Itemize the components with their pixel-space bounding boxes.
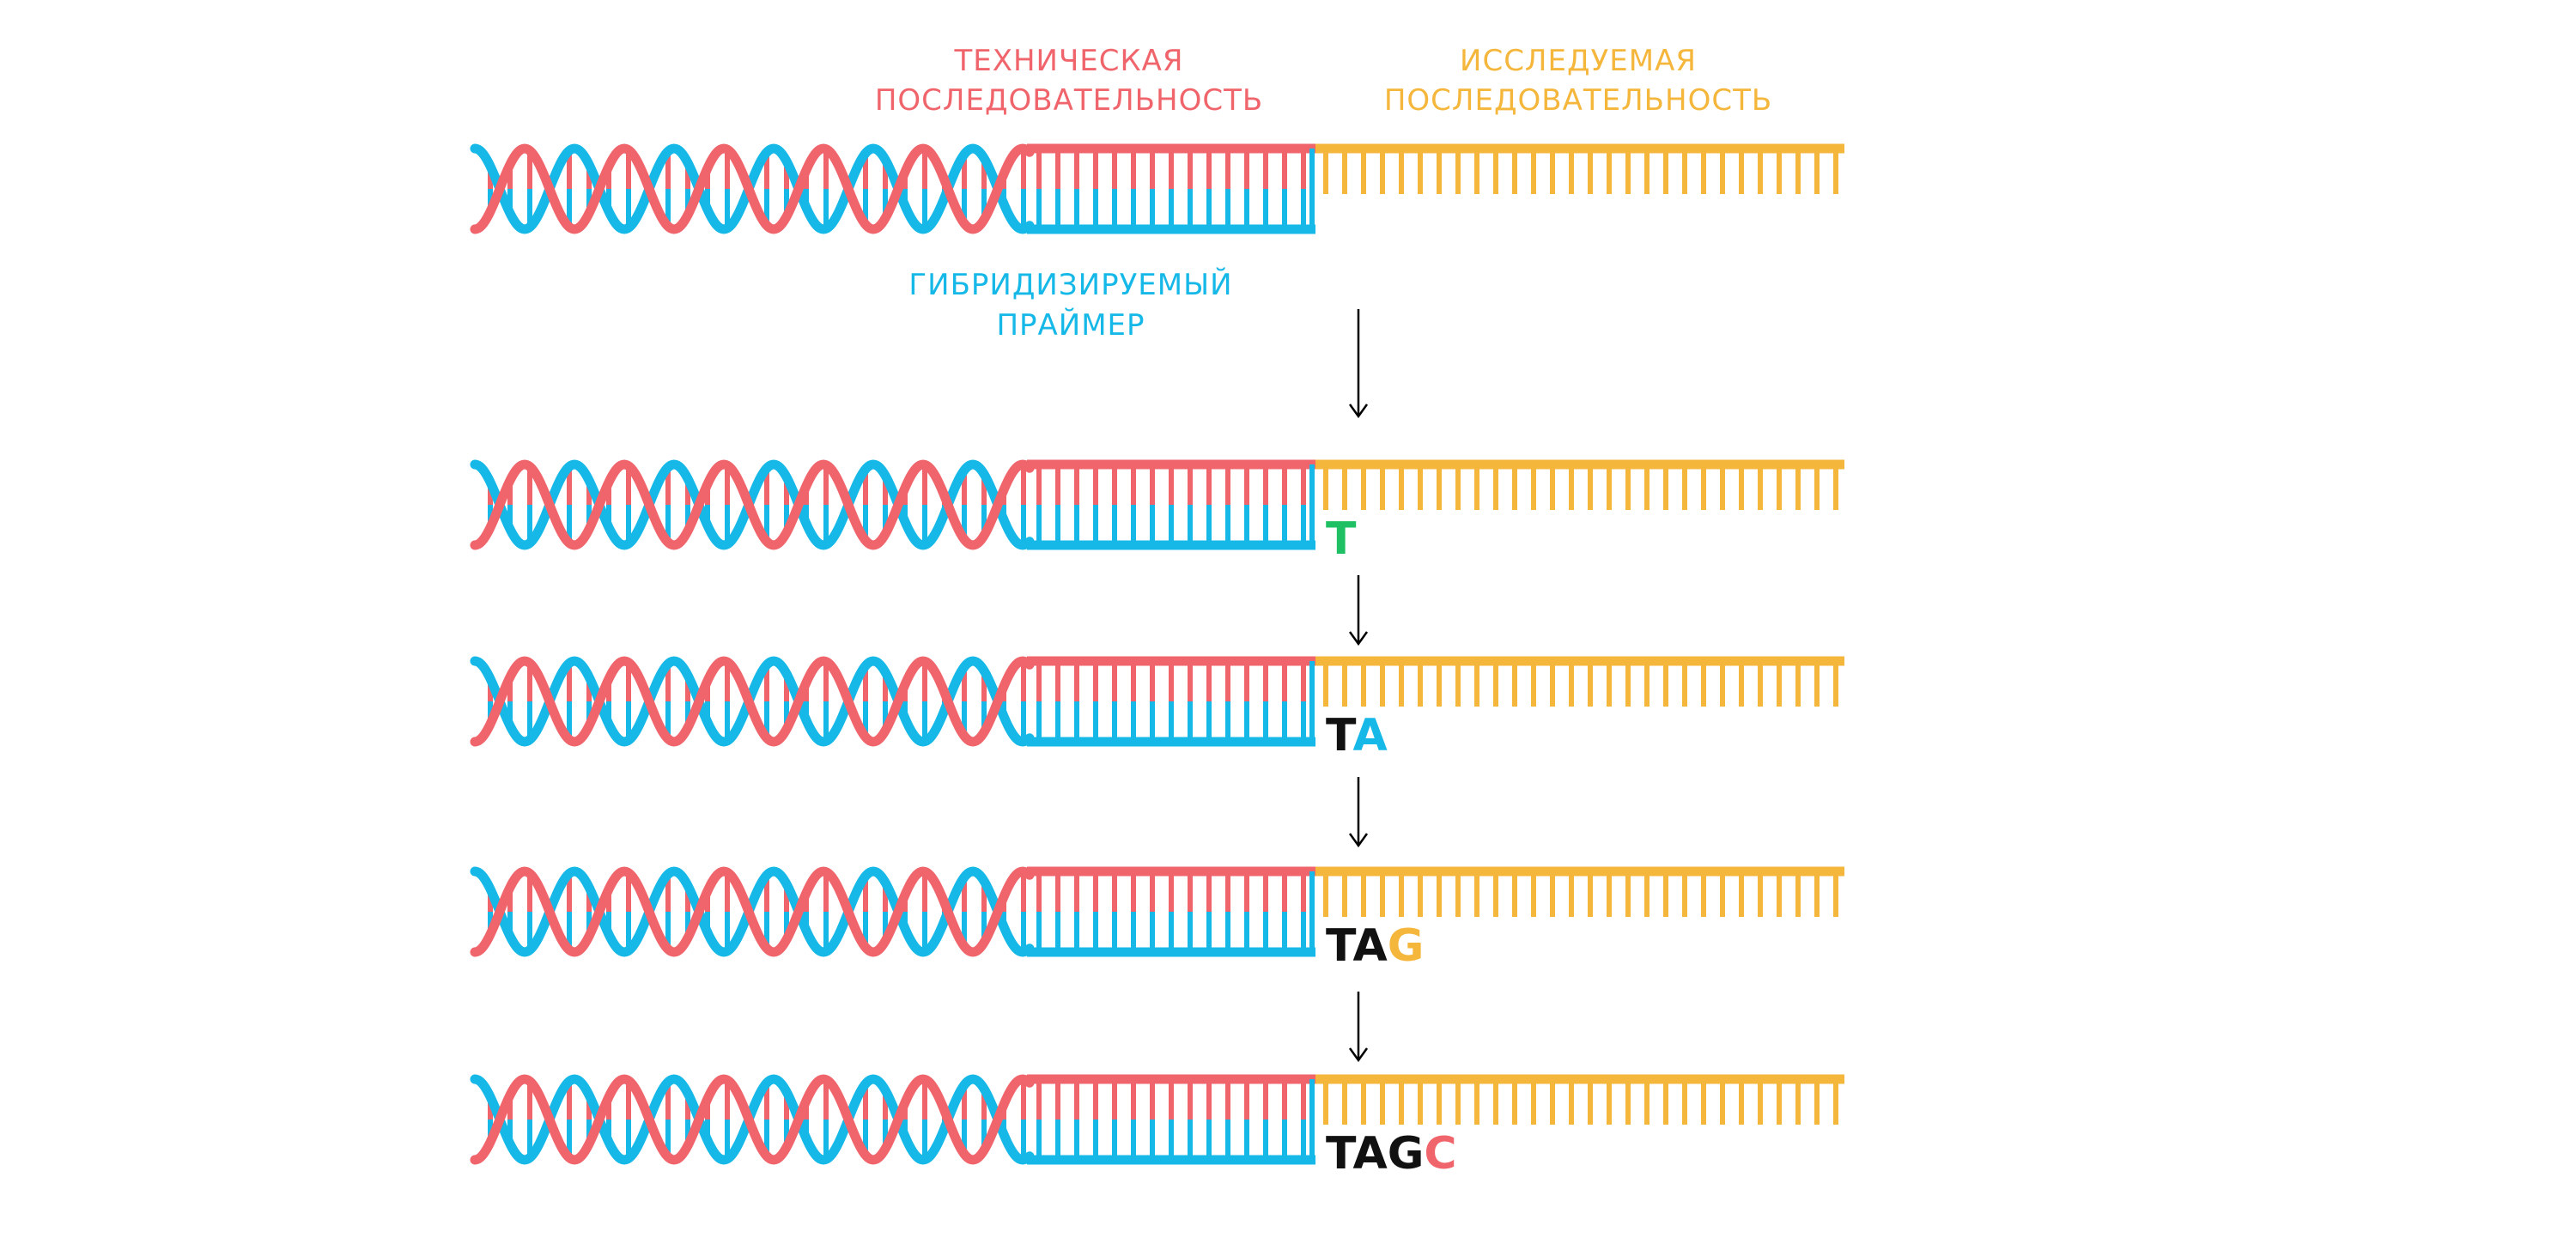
helix-strand-red [470,459,1035,550]
helix-strand-blue [470,656,1035,747]
base-letter-0: T [1326,710,1357,761]
technical-sequence-label-line1: ТЕХНИЧЕСКАЯ [953,44,1183,78]
base-letter-1: A [1352,920,1387,972]
hybridized-primer-label-line2: ПРАЙМЕР [996,307,1145,343]
step-arrow-1 [1348,575,1369,646]
step-row-1: T [470,459,1844,565]
helix-strand-red [470,656,1035,747]
step-row-0 [470,143,1844,234]
base-letter-2: G [1388,1128,1425,1180]
helix-strand-red [470,1074,1035,1165]
labels-group: ТЕХНИЧЕСКАЯ ПОСЛЕДОВАТЕЛЬНОСТЬ ИССЛЕДУЕМ… [875,44,1772,343]
arrow-head [1348,631,1369,646]
base-letter-1: A [1352,710,1387,761]
helix-strand-red [470,866,1035,957]
studied-sequence-label-line1: ИССЛЕДУЕМАЯ [1460,44,1697,78]
hybridized-primer-label-line1: ГИБРИДИЗИРУЕМЫЙ [908,267,1232,302]
base-letter-3: C [1424,1128,1456,1180]
synthesized-bases: TAGC [1326,1128,1457,1180]
base-letter-0: T [1326,513,1357,565]
synthesized-bases: TA [1326,710,1388,761]
base-letter-1: A [1352,1128,1387,1180]
technical-sequence-label-line2: ПОСЛЕДОВАТЕЛЬНОСТЬ [875,83,1263,118]
base-letter-0: T [1326,1128,1357,1180]
arrow-head [1348,1047,1369,1063]
synthesized-bases: T [1326,513,1357,565]
step-row-2: TA [470,656,1844,761]
arrow-head [1348,403,1369,419]
studied-sequence-label-line2: ПОСЛЕДОВАТЕЛЬНОСТЬ [1384,83,1772,118]
helix-strand-blue [470,866,1035,957]
step-arrow-0 [1348,309,1369,419]
helix-strand-blue [470,143,1035,234]
step-arrow-3 [1348,992,1369,1063]
synthesized-bases: TAG [1326,920,1424,972]
helix-strand-blue [470,1074,1035,1165]
base-letter-2: G [1388,920,1425,972]
step-arrow-2 [1348,777,1369,848]
helix-strand-red [470,143,1035,234]
step-row-3: TAG [470,866,1844,972]
helix-strand-blue [470,459,1035,550]
arrow-head [1348,833,1369,848]
base-letter-0: T [1326,920,1357,972]
arrows-group [1348,309,1369,1063]
step-row-4: TAGC [470,1074,1844,1180]
